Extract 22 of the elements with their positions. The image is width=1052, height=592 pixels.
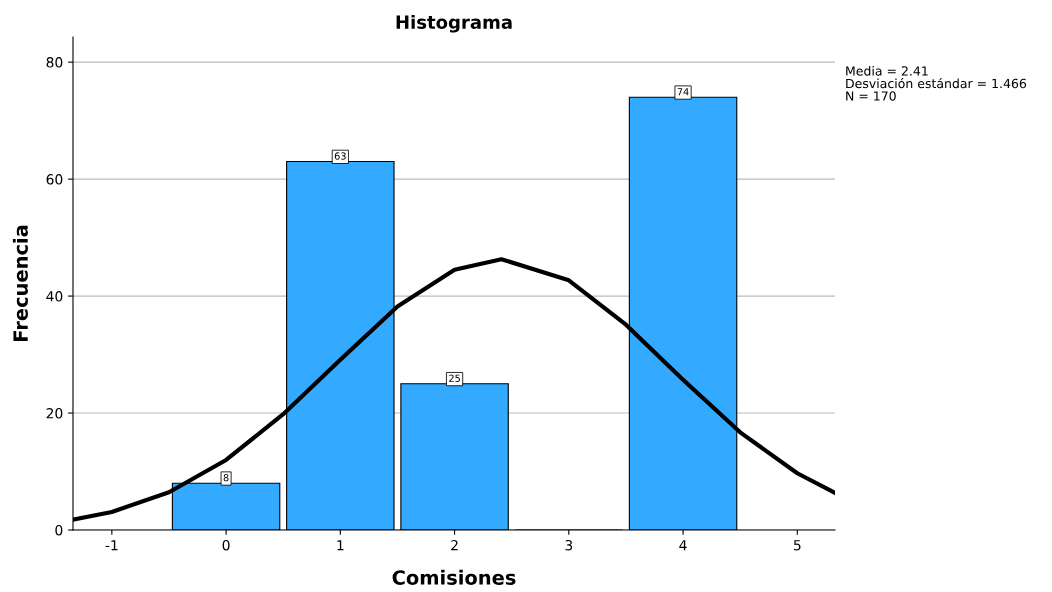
x-axis-title: Comisiones — [392, 569, 516, 585]
x-tick-label: 5 — [793, 540, 801, 551]
text: Desviación estándar = 1.466 — [846, 78, 1027, 89]
data-label: 63 — [334, 152, 346, 160]
y-tick-label: 80 — [46, 57, 63, 68]
y-tick-label: 60 — [46, 174, 63, 185]
data-label: 74 — [677, 88, 689, 96]
chart-title: Histograma — [396, 14, 512, 33]
x-tick-label: 1 — [337, 540, 344, 551]
y-tick-label: 40 — [46, 291, 63, 302]
y-tick-label: 20 — [46, 408, 63, 419]
y-axis-title: Frecuencia — [12, 225, 28, 341]
y-tick-label: 0 — [55, 524, 63, 536]
data-label: 25 — [449, 374, 460, 382]
x-tick-label: 0 — [222, 539, 230, 551]
x-tick-label: 3 — [565, 539, 573, 551]
text: Media = 2.41 — [846, 66, 928, 76]
x-tick-label: -1 — [105, 540, 118, 551]
x-tick-label: 2 — [451, 539, 458, 551]
data-label: 8 — [223, 473, 229, 482]
x-tick-label: 4 — [679, 540, 687, 551]
text: N = 170 — [846, 91, 896, 101]
